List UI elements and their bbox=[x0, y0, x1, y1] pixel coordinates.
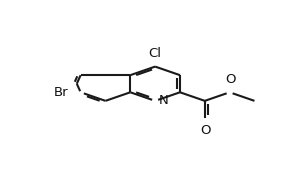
Bar bbox=[226, 83, 235, 90]
Text: Br: Br bbox=[53, 86, 68, 99]
Bar bbox=[201, 121, 210, 128]
Text: Cl: Cl bbox=[149, 47, 162, 60]
Bar bbox=[154, 97, 163, 104]
Text: N: N bbox=[159, 94, 168, 107]
Text: O: O bbox=[200, 124, 210, 137]
Bar bbox=[147, 56, 163, 64]
Text: O: O bbox=[225, 73, 236, 86]
Bar bbox=[61, 89, 75, 96]
